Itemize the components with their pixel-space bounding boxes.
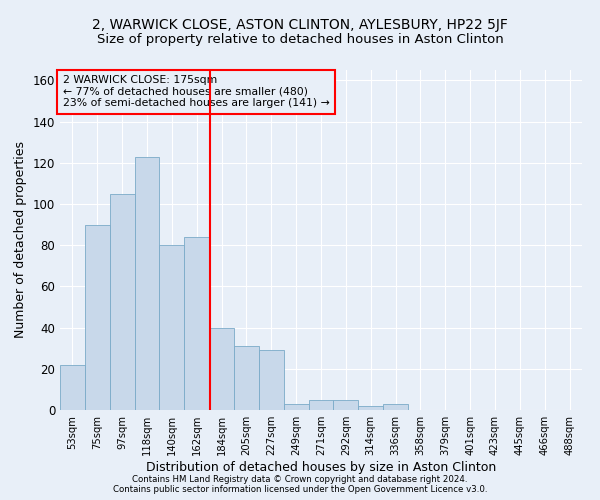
Bar	[334, 400, 358, 410]
Bar	[383, 404, 408, 410]
Bar	[259, 350, 284, 410]
Bar	[234, 346, 259, 410]
Bar	[110, 194, 134, 410]
Bar	[60, 364, 85, 410]
X-axis label: Distribution of detached houses by size in Aston Clinton: Distribution of detached houses by size …	[146, 461, 496, 474]
Bar	[209, 328, 234, 410]
Text: 2, WARWICK CLOSE, ASTON CLINTON, AYLESBURY, HP22 5JF: 2, WARWICK CLOSE, ASTON CLINTON, AYLESBU…	[92, 18, 508, 32]
Text: Size of property relative to detached houses in Aston Clinton: Size of property relative to detached ho…	[97, 32, 503, 46]
Bar	[134, 156, 160, 410]
Bar	[85, 224, 110, 410]
Bar	[308, 400, 334, 410]
Text: Contains public sector information licensed under the Open Government Licence v3: Contains public sector information licen…	[113, 485, 487, 494]
Y-axis label: Number of detached properties: Number of detached properties	[14, 142, 27, 338]
Text: 2 WARWICK CLOSE: 175sqm
← 77% of detached houses are smaller (480)
23% of semi-d: 2 WARWICK CLOSE: 175sqm ← 77% of detache…	[62, 75, 329, 108]
Bar	[284, 404, 308, 410]
Text: Contains HM Land Registry data © Crown copyright and database right 2024.: Contains HM Land Registry data © Crown c…	[132, 475, 468, 484]
Bar	[358, 406, 383, 410]
Bar	[160, 245, 184, 410]
Bar	[184, 237, 209, 410]
